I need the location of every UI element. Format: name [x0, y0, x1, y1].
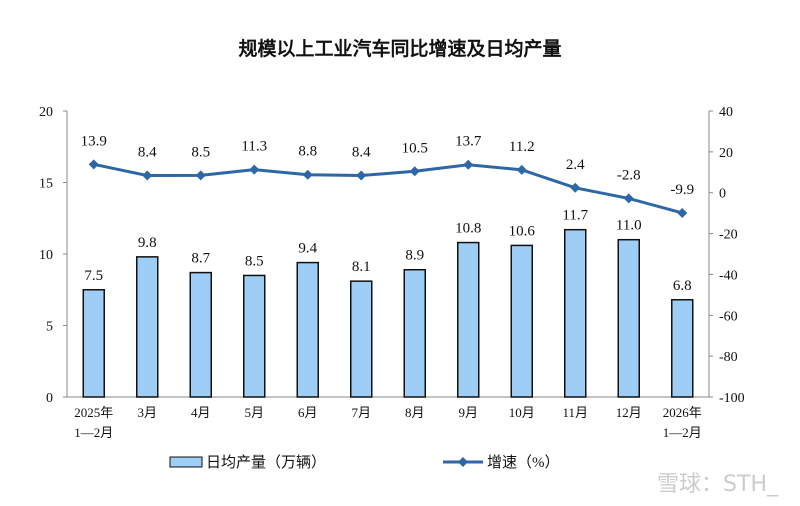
line-point	[88, 159, 99, 170]
legend-bar-label: 日均产量（万辆）	[206, 454, 326, 471]
x-tick-label: 1—2月	[74, 425, 113, 440]
bar-label: 11.0	[616, 218, 642, 234]
bar	[136, 256, 159, 398]
bar-label: 9.8	[138, 235, 157, 251]
right-tick-label: -100	[719, 391, 745, 406]
bar-label: 11.7	[562, 208, 588, 224]
bar	[82, 289, 105, 398]
line-label: 8.4	[138, 145, 157, 161]
bar	[403, 268, 426, 398]
line-point	[677, 207, 688, 218]
bar	[617, 238, 640, 398]
line-point	[249, 164, 260, 175]
bar-label: 8.9	[405, 248, 424, 264]
line-label: 13.9	[81, 133, 107, 149]
line-point	[302, 169, 313, 180]
x-tick-label: 3月	[137, 405, 157, 420]
line-point	[463, 159, 474, 170]
bar	[296, 261, 319, 398]
left-tick-label: 15	[39, 177, 53, 192]
legend-bar-swatch	[169, 456, 203, 468]
right-tick-label: -80	[719, 350, 738, 365]
bar	[564, 228, 587, 398]
x-tick-label: 10月	[509, 405, 535, 420]
bar	[671, 299, 694, 398]
line-point	[142, 170, 153, 181]
x-tick-label: 4月	[191, 405, 211, 420]
x-tick-label: 2026年	[663, 405, 702, 420]
line-label: 2.4	[566, 157, 585, 173]
x-tick-label: 9月	[458, 405, 478, 420]
x-tick-label: 12月	[616, 405, 642, 420]
x-tick-label: 7月	[351, 405, 371, 420]
line-point	[623, 193, 634, 204]
bar	[510, 244, 533, 398]
bar	[457, 241, 480, 398]
line-label: 8.4	[352, 145, 371, 161]
left-tick-label: 0	[46, 391, 53, 406]
bar-label: 6.8	[673, 278, 692, 294]
x-tick-label: 1—2月	[663, 425, 702, 440]
line-label: 11.3	[241, 139, 267, 155]
left-tick-label: 5	[46, 320, 53, 335]
line-label: -9.9	[670, 182, 694, 198]
right-tick-label: -40	[719, 268, 738, 283]
line-series	[93, 162, 683, 215]
x-tick-label: 11月	[562, 405, 588, 420]
x-tick-label: 5月	[244, 405, 264, 420]
watermark: 雪球：STH_	[657, 472, 778, 497]
bar-label: 10.6	[509, 223, 536, 239]
bar-label: 8.5	[245, 253, 264, 269]
line-label: 10.5	[402, 140, 428, 156]
left-tick-label: 10	[39, 248, 53, 263]
right-tick-label: 40	[719, 105, 733, 120]
line-label: 8.8	[298, 144, 317, 160]
line-label: -2.8	[617, 167, 641, 183]
line-label: 8.5	[191, 144, 210, 160]
right-tick-label: -20	[719, 228, 738, 243]
right-tick-label: -60	[719, 309, 738, 324]
line-point	[195, 170, 206, 181]
right-tick-label: 20	[719, 146, 733, 161]
line-point	[570, 182, 581, 193]
bar	[243, 274, 266, 398]
legend-line-marker	[458, 457, 468, 467]
chart-title: 规模以上工业汽车同比增速及日均产量	[238, 38, 562, 60]
line-label: 11.2	[509, 139, 535, 155]
x-tick-label: 2025年	[74, 405, 113, 420]
legend-line-label: 增速（%）	[487, 454, 560, 471]
bar-label: 8.7	[191, 251, 210, 267]
bar-label: 8.1	[352, 259, 371, 275]
left-tick-label: 20	[39, 105, 53, 120]
x-tick-label: 8月	[405, 405, 425, 420]
bar-label: 7.5	[84, 268, 103, 284]
bar	[350, 280, 373, 398]
bar-label: 9.4	[298, 241, 317, 257]
line-label: 13.7	[455, 134, 482, 150]
right-tick-label: 0	[719, 187, 726, 202]
bar-label: 10.8	[455, 221, 481, 237]
line-point	[516, 164, 527, 175]
bar	[189, 271, 212, 398]
line-point	[356, 170, 367, 181]
line-point	[409, 166, 420, 177]
x-tick-label: 6月	[298, 405, 318, 420]
